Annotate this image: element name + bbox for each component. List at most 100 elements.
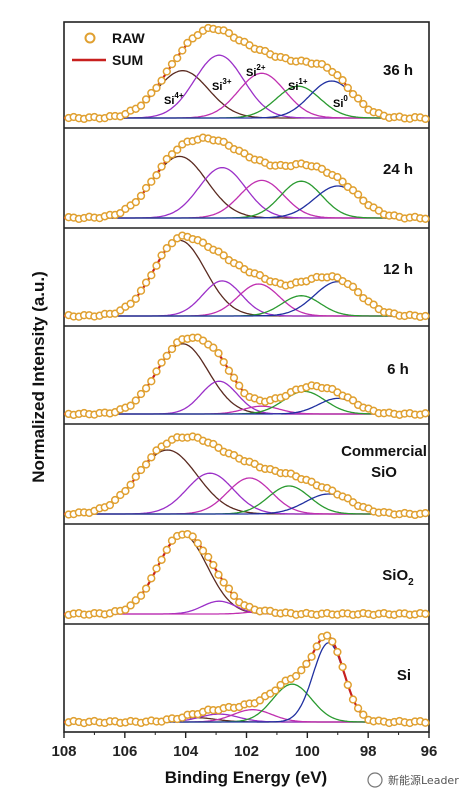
- panel-4: [63, 432, 430, 520]
- raw-data-point: [333, 647, 342, 657]
- raw-data-point: [157, 162, 166, 171]
- legend-sum-label: SUM: [112, 52, 143, 68]
- raw-data-point: [297, 666, 306, 675]
- raw-data-point: [421, 409, 430, 418]
- raw-data-point: [353, 288, 363, 297]
- raw-data-point: [353, 94, 363, 103]
- raw-data-point: [162, 154, 171, 164]
- raw-data-point: [178, 46, 187, 55]
- raw-data-point: [141, 278, 151, 287]
- raw-data-point: [353, 704, 363, 713]
- panel-label: 12 h: [383, 261, 413, 278]
- x-tick-label: 96: [421, 743, 438, 760]
- raw-data-point: [219, 357, 228, 367]
- raw-data-point: [333, 71, 342, 80]
- panel-label: 6 h: [387, 361, 409, 378]
- raw-data-point: [147, 377, 156, 386]
- raw-data-point: [219, 251, 228, 260]
- x-tick-label: 100: [295, 743, 320, 760]
- raw-data-point: [235, 381, 244, 390]
- raw-data-point: [162, 244, 171, 253]
- panel-3: [64, 333, 430, 420]
- raw-data-point: [152, 367, 161, 376]
- x-tick-label: 108: [51, 743, 76, 760]
- raw-data-point: [136, 591, 146, 600]
- panel-label: Commercial: [341, 443, 427, 460]
- raw-data-point: [214, 443, 223, 452]
- panel-label: 36 h: [383, 62, 413, 79]
- raw-data-point: [276, 680, 285, 690]
- raw-data-point: [353, 190, 363, 199]
- raw-data-point: [214, 570, 223, 579]
- raw-data-point: [131, 396, 140, 405]
- raw-data-point: [338, 76, 347, 85]
- x-tick-label: 102: [234, 743, 259, 760]
- component-label-si2: Si2+: [246, 63, 266, 79]
- raw-data-point: [183, 38, 192, 48]
- raw-data-point: [121, 605, 130, 614]
- raw-data-point: [131, 197, 140, 207]
- raw-data-point: [136, 286, 146, 295]
- raw-data-point: [348, 282, 358, 291]
- raw-data-point: [126, 299, 135, 308]
- panel-2: [64, 231, 430, 322]
- raw-data-point: [224, 584, 234, 593]
- raw-data-point: [255, 696, 265, 705]
- raw-data-point: [204, 552, 213, 562]
- series-layer: [63, 23, 430, 728]
- raw-data-point: [209, 560, 218, 570]
- component-label-si1: Si1+: [288, 77, 308, 93]
- raw-data-point: [141, 460, 151, 469]
- raw-data-point: [141, 384, 151, 393]
- legend-raw-marker: [84, 32, 96, 44]
- raw-data-point: [147, 453, 156, 462]
- raw-data-point: [131, 472, 140, 481]
- panel-6: [64, 631, 430, 728]
- raw-data-point: [173, 145, 182, 154]
- raw-data-point: [167, 150, 177, 159]
- raw-data-point: [131, 294, 140, 303]
- raw-data-point: [219, 578, 228, 587]
- raw-data-point: [198, 238, 208, 247]
- raw-data-point: [157, 251, 166, 260]
- raw-data-point: [116, 208, 125, 218]
- legend: RAW SUM: [72, 30, 145, 68]
- raw-data-point: [131, 596, 140, 605]
- raw-data-point: [214, 349, 223, 358]
- raw-data-point: [322, 63, 332, 72]
- chat-bubble-icon: [367, 772, 383, 788]
- raw-data-point: [152, 261, 161, 270]
- watermark: 新能源Leader: [367, 772, 459, 788]
- raw-data-point: [348, 89, 358, 99]
- component-labels: Si4+ Si3+ Si2+ Si1+ Si0: [164, 63, 348, 110]
- raw-data-point: [338, 177, 347, 186]
- raw-data-point: [126, 480, 135, 489]
- raw-data-point: [162, 439, 171, 448]
- raw-data-point: [141, 584, 151, 593]
- raw-data-point: [110, 495, 120, 505]
- raw-data-point: [188, 532, 197, 541]
- raw-data-point: [136, 465, 146, 475]
- raw-data-point: [167, 239, 177, 248]
- raw-data-point: [136, 101, 146, 110]
- sum-curve: [64, 336, 429, 416]
- raw-data-point: [152, 564, 161, 573]
- raw-data-point: [343, 83, 352, 93]
- y-axis-label: Normalized Intensity (a.u.): [29, 271, 48, 483]
- x-axis-label: Binding Energy (eV): [165, 768, 327, 787]
- raw-data-point: [162, 351, 171, 361]
- raw-data-point: [141, 95, 151, 104]
- raw-data-point: [229, 373, 239, 382]
- raw-data-point: [224, 28, 234, 38]
- raw-data-point: [322, 631, 332, 640]
- panel-label: Si: [397, 667, 411, 684]
- raw-data-point: [369, 300, 378, 309]
- raw-data-point: [421, 311, 430, 321]
- raw-data-point: [141, 183, 151, 193]
- raw-data-point: [167, 536, 177, 545]
- raw-data-point: [421, 214, 430, 223]
- raw-data-point: [348, 695, 358, 704]
- component-label-si0: Si0: [333, 94, 348, 110]
- raw-data-point: [193, 539, 202, 548]
